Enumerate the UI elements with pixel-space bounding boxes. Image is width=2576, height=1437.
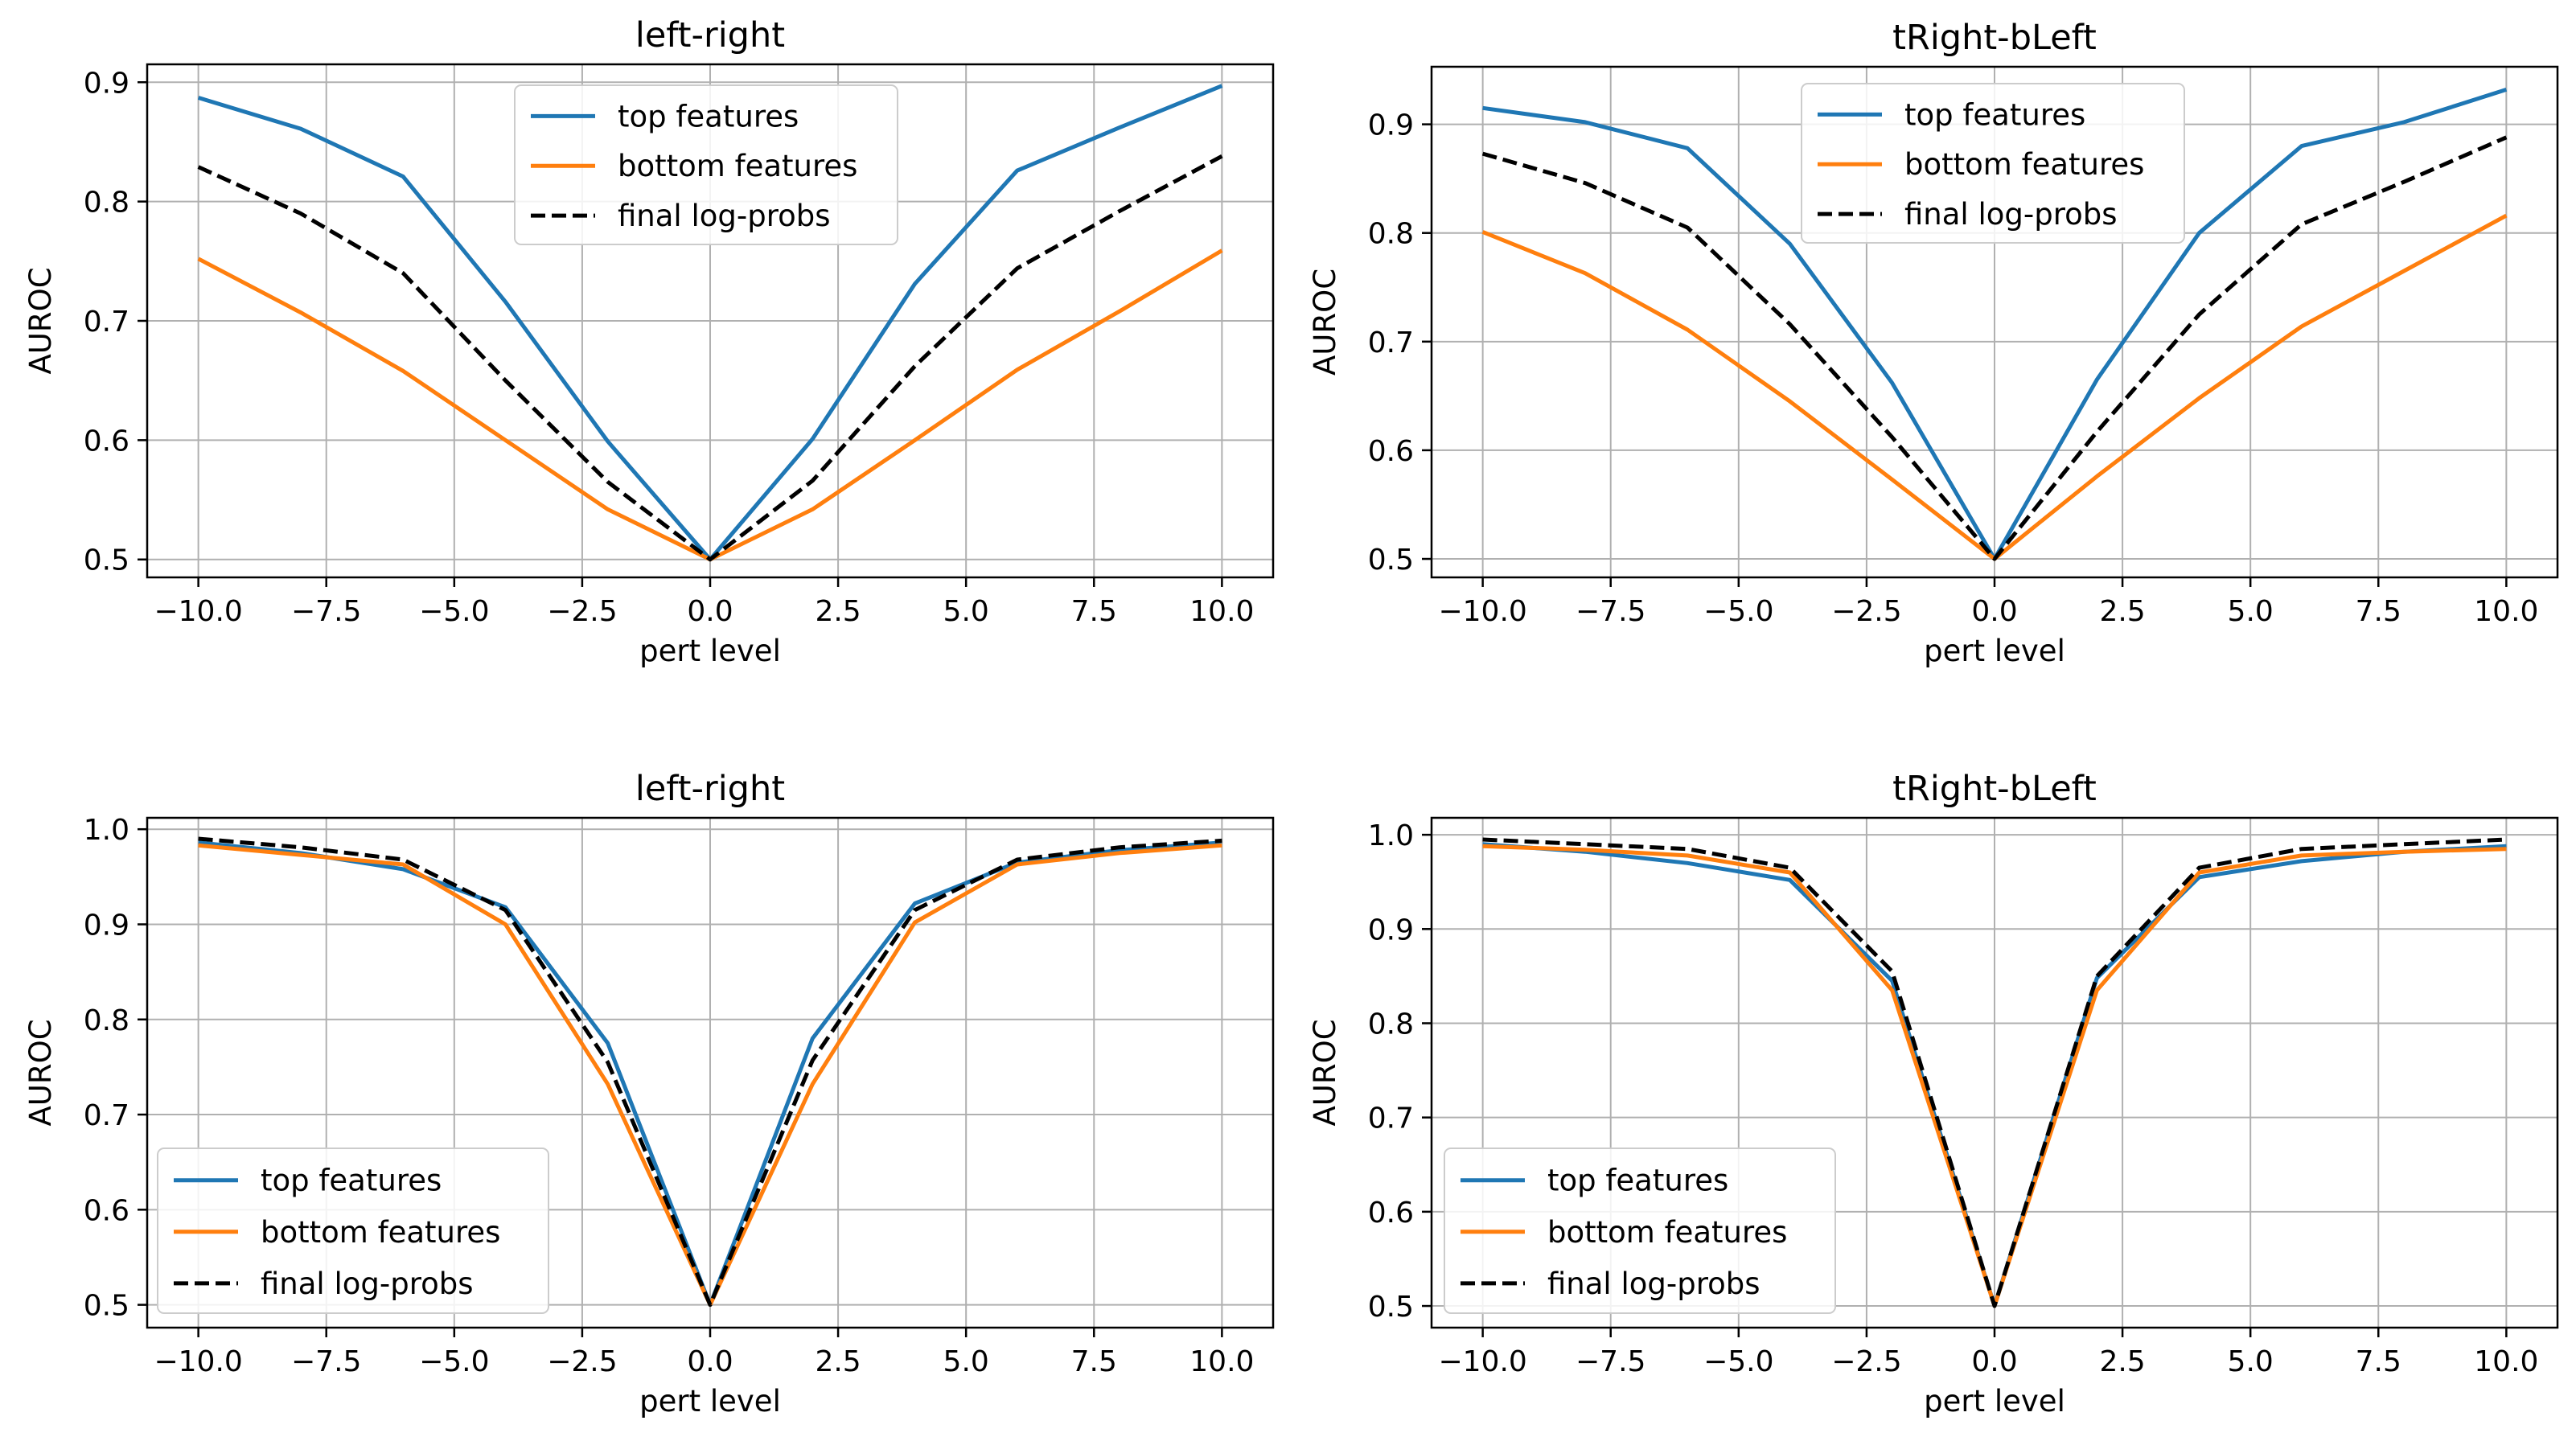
x-tick-label: 10.0 bbox=[2474, 595, 2538, 628]
x-tick-label: 10.0 bbox=[1189, 595, 1254, 628]
x-tick-label: −2.5 bbox=[1831, 1345, 1901, 1378]
y-tick-label: 0.8 bbox=[1368, 218, 1414, 251]
x-tick-label: 5.0 bbox=[943, 595, 989, 628]
legend: top features bottom features final log-pro… bbox=[157, 1148, 549, 1314]
legend-label: final log-probs bbox=[261, 1267, 474, 1301]
x-tick-label: 7.5 bbox=[1071, 1345, 1117, 1378]
y-tick-label: 0.8 bbox=[84, 1004, 129, 1037]
y-tick-label: 0.6 bbox=[1368, 1197, 1414, 1230]
x-axis-label: pert level bbox=[639, 634, 781, 668]
chart-title: tRight-bLeft bbox=[1892, 18, 2097, 58]
chart-title: left-right bbox=[635, 15, 785, 55]
y-tick-label: 0.5 bbox=[1368, 1291, 1414, 1324]
x-tick-label: 2.5 bbox=[2099, 1345, 2145, 1378]
y-tick-label: 0.7 bbox=[1368, 326, 1414, 359]
x-tick-label: 0.0 bbox=[1971, 1345, 2017, 1378]
legend-box bbox=[1801, 83, 2185, 244]
x-tick-label: 5.0 bbox=[2228, 1345, 2274, 1378]
x-tick-label: 2.5 bbox=[815, 595, 861, 628]
x-tick-label: 7.5 bbox=[1071, 595, 1117, 628]
y-tick-label: 1.0 bbox=[84, 814, 129, 847]
x-tick-label: 2.5 bbox=[2099, 595, 2145, 628]
y-tick-label: 0.7 bbox=[84, 306, 129, 339]
y-tick-label: 0.5 bbox=[1368, 544, 1414, 577]
x-tick-label: −5.0 bbox=[1703, 1345, 1773, 1378]
x-tick-label: −7.5 bbox=[291, 1345, 361, 1378]
y-tick-label: 0.6 bbox=[84, 425, 129, 458]
y-tick-label: 0.9 bbox=[84, 67, 129, 100]
y-tick-label: 0.6 bbox=[1368, 435, 1414, 468]
y-tick-label: 0.8 bbox=[1368, 1008, 1414, 1041]
legend-label: final log-probs bbox=[1904, 197, 2118, 232]
x-tick-label: −7.5 bbox=[1576, 595, 1645, 628]
x-tick-label: 10.0 bbox=[1189, 1345, 1254, 1378]
y-tick-label: 0.5 bbox=[84, 544, 129, 577]
legend-box bbox=[157, 1148, 549, 1314]
y-tick-label: 0.6 bbox=[84, 1194, 129, 1227]
legend: top features bottom features final log-pro… bbox=[1444, 1148, 1836, 1314]
legend-label: top features bbox=[1547, 1164, 1728, 1198]
y-tick-label: 0.7 bbox=[84, 1099, 129, 1132]
x-tick-label: −10.0 bbox=[154, 1345, 242, 1378]
legend-label: final log-probs bbox=[618, 199, 831, 233]
x-tick-label: 0.0 bbox=[687, 595, 733, 628]
y-tick-label: 1.0 bbox=[1368, 819, 1414, 852]
y-tick-label: 0.5 bbox=[84, 1290, 129, 1323]
x-tick-label: 7.5 bbox=[2356, 1345, 2401, 1378]
legend-label: bottom features bbox=[1904, 147, 2144, 182]
x-tick-label: −2.5 bbox=[547, 595, 617, 628]
x-tick-label: −7.5 bbox=[291, 595, 361, 628]
x-tick-label: −5.0 bbox=[1703, 595, 1773, 628]
x-tick-label: −10.0 bbox=[1438, 1345, 1526, 1378]
chart-top-right: −10.0 −7.5 −5.0 −2.5 0.0 2.5 5.0 7.5 10.0 0.5 0.6 0… bbox=[1308, 18, 2559, 668]
chart-top-left: −10.0 −7.5 −5.0 −2.5 0.0 2.5 5.0 7.5 10.0 0.5 0.6 0… bbox=[23, 15, 1275, 668]
x-tick-label: 0.0 bbox=[687, 1345, 733, 1378]
y-tick-label: 0.8 bbox=[84, 187, 129, 220]
legend-label: final log-probs bbox=[1547, 1267, 1760, 1301]
chart-title: tRight-bLeft bbox=[1892, 769, 2097, 809]
legend-label: top features bbox=[261, 1164, 442, 1198]
x-axis-label: pert level bbox=[1924, 1384, 2065, 1419]
x-tick-label: −2.5 bbox=[547, 1345, 617, 1378]
x-tick-label: −2.5 bbox=[1831, 595, 1901, 628]
x-tick-label: −7.5 bbox=[1576, 1345, 1645, 1378]
y-tick-label: 0.9 bbox=[84, 909, 129, 942]
y-axis-label: AUROC bbox=[23, 1019, 58, 1126]
chart-title: left-right bbox=[635, 769, 785, 809]
x-axis-label: pert level bbox=[639, 1384, 781, 1419]
x-tick-label: −5.0 bbox=[419, 1345, 489, 1378]
y-tick-label: 0.9 bbox=[1368, 109, 1414, 142]
y-axis-label: AUROC bbox=[1308, 1019, 1342, 1126]
legend: top features bottom features final log-pro… bbox=[1801, 83, 2185, 244]
legend-box bbox=[1444, 1148, 1836, 1314]
x-tick-label: −5.0 bbox=[419, 595, 489, 628]
series-line-final-log-probs bbox=[197, 154, 1223, 562]
x-tick-label: 5.0 bbox=[2228, 595, 2274, 628]
y-tick-label: 0.7 bbox=[1368, 1102, 1414, 1135]
legend-label: bottom features bbox=[261, 1215, 500, 1250]
legend-label: bottom features bbox=[1547, 1215, 1787, 1250]
legend-label: top features bbox=[618, 99, 799, 133]
y-axis-label: AUROC bbox=[1308, 269, 1342, 376]
chart-bottom-left: −10.0 −7.5 −5.0 −2.5 0.0 2.5 5.0 7.5 10.0 0.5 0.6 0… bbox=[23, 769, 1275, 1419]
x-tick-label: −10.0 bbox=[154, 595, 242, 628]
y-axis-label: AUROC bbox=[23, 267, 58, 374]
legend-box bbox=[514, 84, 898, 245]
x-axis-label: pert level bbox=[1924, 634, 2065, 668]
legend: top features bottom features final log-pro… bbox=[514, 84, 898, 245]
x-tick-label: 0.0 bbox=[1971, 595, 2017, 628]
chart-bottom-right: −10.0 −7.5 −5.0 −2.5 0.0 2.5 5.0 7.5 10.0 0.5 0.6 0… bbox=[1308, 769, 2559, 1419]
x-tick-label: 10.0 bbox=[2474, 1345, 2538, 1378]
legend-label: top features bbox=[1904, 97, 2085, 132]
y-tick-label: 0.9 bbox=[1368, 914, 1414, 946]
x-tick-label: 2.5 bbox=[815, 1345, 861, 1378]
series-line-final-log-probs bbox=[1482, 837, 2507, 1308]
x-tick-label: 5.0 bbox=[943, 1345, 989, 1378]
x-tick-label: −10.0 bbox=[1438, 595, 1526, 628]
x-tick-label: 7.5 bbox=[2356, 595, 2401, 628]
series-line-final-log-probs bbox=[1481, 135, 2508, 561]
legend-label: bottom features bbox=[618, 149, 857, 183]
series-line-final-log-probs bbox=[198, 836, 1222, 1308]
